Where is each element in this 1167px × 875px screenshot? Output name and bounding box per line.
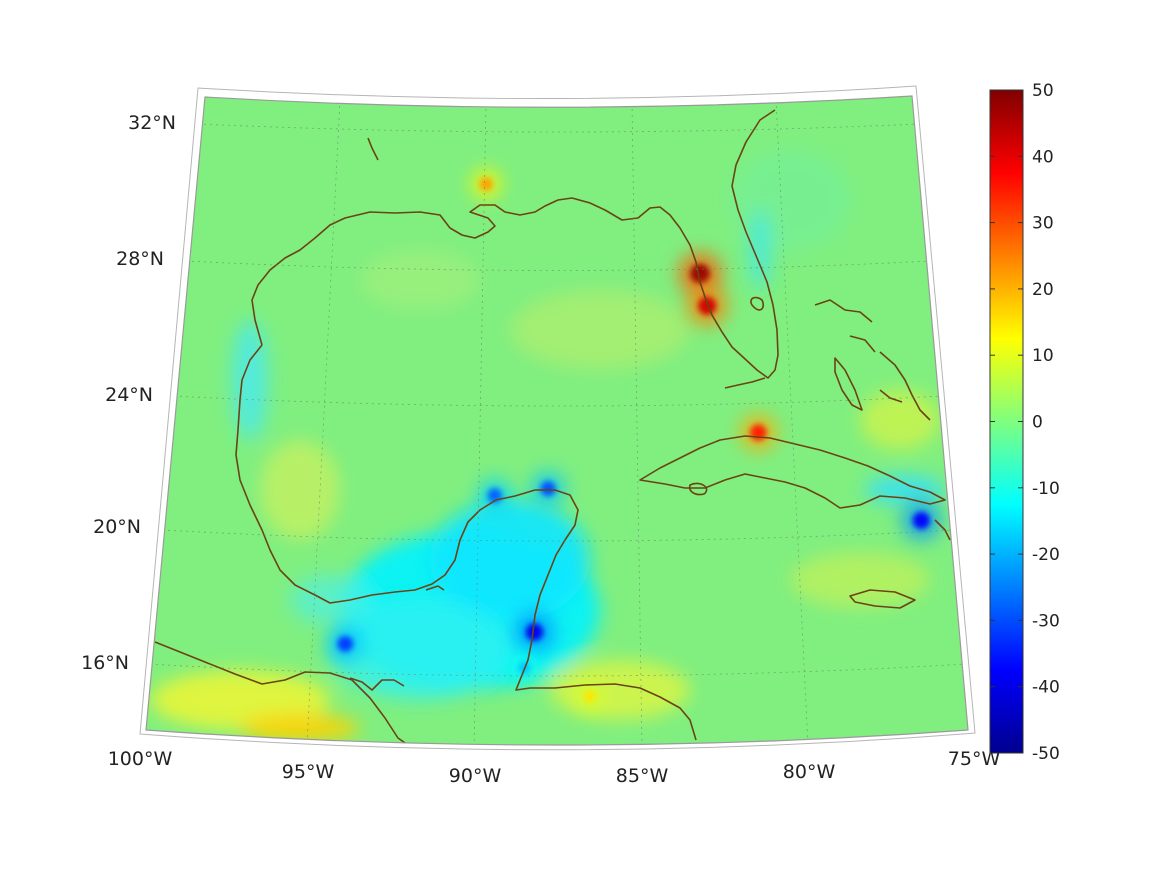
graticule — [149, 99, 967, 745]
lat-label-28: 28°N — [116, 248, 164, 270]
hotspot-west-florida-coast — [678, 251, 723, 296]
lon-label-75: 75°W — [948, 748, 1001, 770]
map-frame — [145, 95, 969, 746]
colorbar-tick-label: 0 — [1032, 413, 1043, 433]
lon-label-90: 90°W — [449, 765, 502, 787]
map-outer-frame — [139, 85, 976, 751]
hotspot-honduras-coast — [576, 682, 604, 711]
hotspot-eastern-cuba — [901, 500, 941, 540]
lat-label-24: 24°N — [105, 384, 153, 406]
lat-label-16: 16°N — [81, 652, 129, 674]
hotspot-belize — [514, 612, 555, 653]
colorbar-tick-label: -20 — [1032, 545, 1060, 565]
lat-label-20: 20°N — [93, 516, 141, 538]
colorbar-tick-label: 40 — [1032, 147, 1054, 167]
colorbar-tick-label: -40 — [1032, 678, 1060, 698]
colorbar-tick-label: 50 — [1032, 81, 1054, 101]
lon-label-80: 80°W — [783, 761, 836, 783]
colorbar-tick-label: -30 — [1032, 611, 1060, 631]
colorbar-ticks: 50 40 30 20 10 0 -10 -20 -30 -40 -50 — [990, 81, 1060, 764]
coastline — [154, 109, 951, 745]
latitude-labels: 32°N 28°N 24°N 20°N 16°N — [81, 112, 176, 674]
colorbar: 50 40 30 20 10 0 -10 -20 -30 -40 -50 — [989, 81, 1060, 764]
lon-label-95: 95°W — [282, 761, 335, 783]
hotspot-louisiana — [470, 168, 502, 200]
hotspots-layer — [327, 168, 941, 711]
colorbar-tick-label: -10 — [1032, 479, 1060, 499]
colorbar-gradient — [989, 89, 1024, 754]
hotspot-bay-of-campeche — [327, 625, 364, 662]
colorbar-tick-label: 10 — [1032, 346, 1054, 366]
map-field — [146, 96, 968, 745]
longitude-labels: 100°W 95°W 90°W 85°W 80°W 75°W — [108, 748, 1001, 787]
lat-label-32: 32°N — [128, 112, 176, 134]
lon-label-85: 85°W — [616, 765, 669, 787]
hotspot-yucatan-northeast — [530, 471, 566, 507]
colorbar-tick-label: 30 — [1032, 214, 1054, 234]
colorbar-tick-label: 20 — [1032, 280, 1054, 300]
colorbar-tick-label: -50 — [1032, 744, 1060, 764]
hotspot-west-florida-coast-south — [686, 285, 728, 327]
hotspot-north-cuba — [739, 413, 778, 452]
lon-label-100: 100°W — [108, 748, 173, 770]
